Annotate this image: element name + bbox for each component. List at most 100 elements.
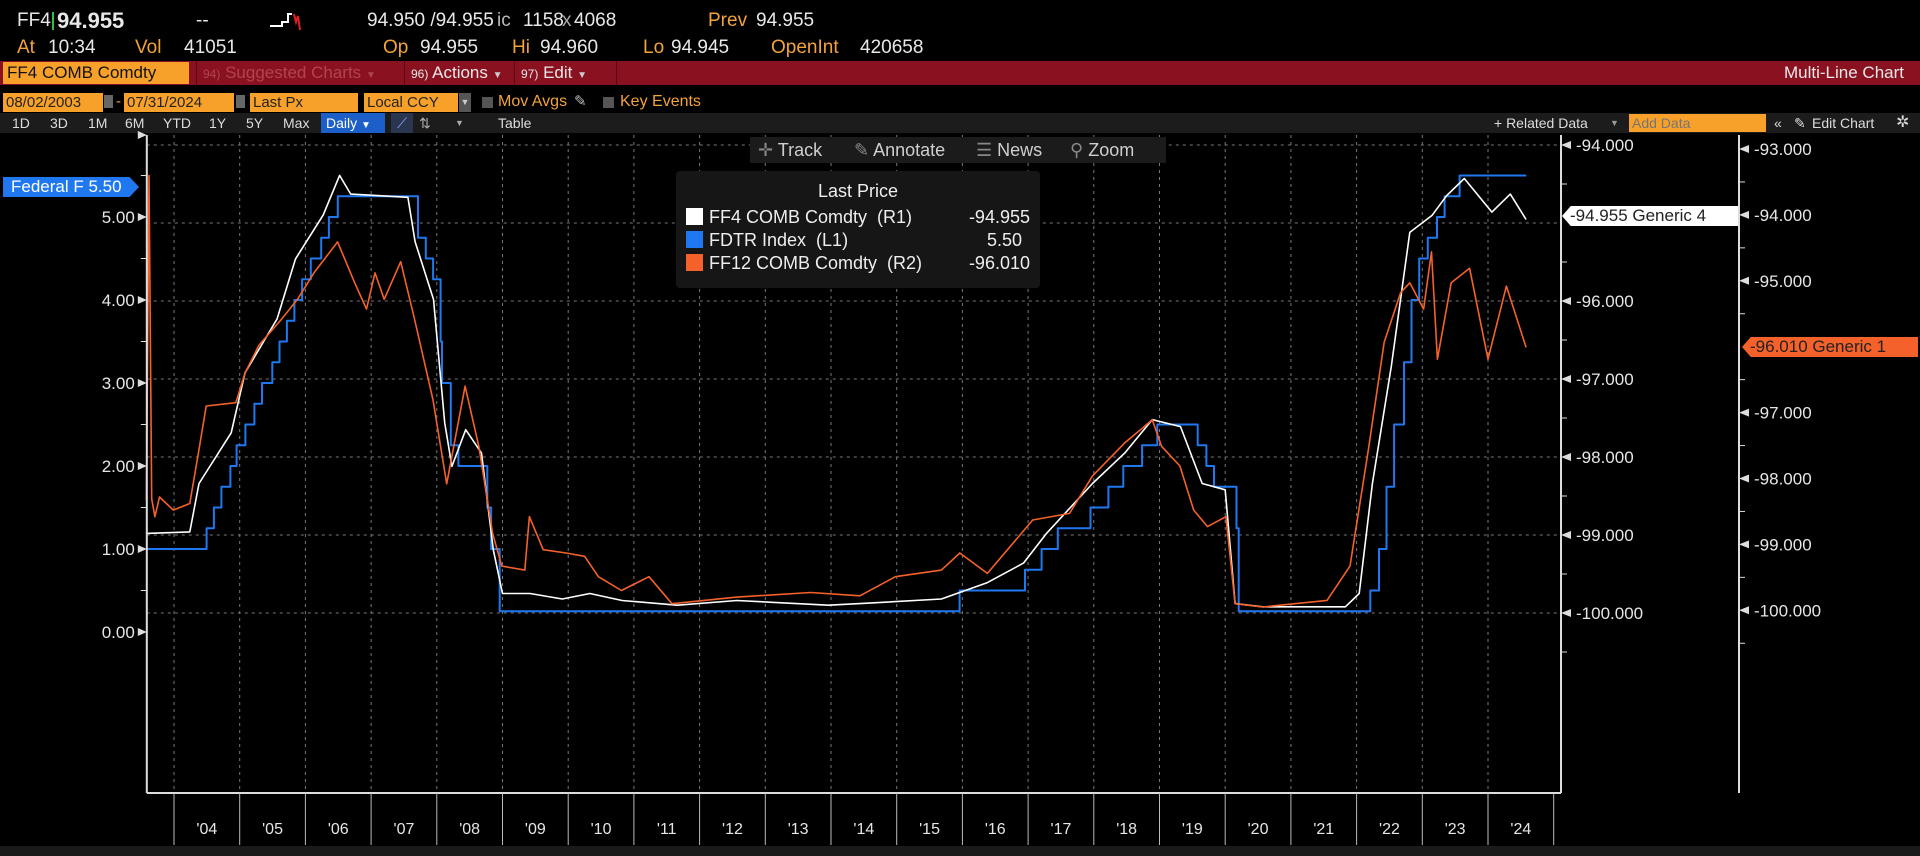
range-3d[interactable]: 3D [50,115,68,131]
sort-icon[interactable]: ⇅ [419,115,431,131]
end-date-input[interactable]: 07/31/2024 [124,93,234,112]
axis-r2-tick-label: -94.000 [1754,206,1812,225]
gear-icon[interactable]: ✲ [1896,114,1910,131]
legend-axis: (L1) [816,230,849,250]
collapse-icon[interactable]: « [1774,115,1782,131]
axis-r2-tick [1739,210,1749,219]
related-data-button[interactable]: + Related Data [1494,115,1588,131]
mov-avgs-checkbox[interactable] [482,97,493,108]
axis-r2-tick [1739,408,1749,417]
range-1y[interactable]: 1Y [209,115,227,131]
annotate-label: Annotate [873,140,946,160]
axis-x-tick-label: '18 [1116,821,1137,838]
axis-x-tick-label: '20 [1248,821,1269,838]
chart-type-title: Multi-Line Chart [1784,63,1904,82]
range-1d[interactable]: 1D [12,115,30,131]
suggested-charts-number: 94) [203,67,221,81]
zoom-button[interactable]: ⚲ Zoom [1062,137,1166,163]
range-6m[interactable]: 6M [125,115,145,131]
news-button[interactable]: ☰ News [968,137,1064,163]
axis-l1-tick [137,545,147,553]
axis-l1-tick [137,462,147,470]
axis-x-tick-label: '07 [394,821,415,838]
axis-x-tick-label: '06 [328,821,349,838]
high-value: 94.960 [540,37,599,58]
chart-legend: Last Price FF4 COMB Comdty (R1) -94.955 … [676,171,1040,288]
axis-r1-tick [1561,375,1571,383]
axis-r1-tick-label: -94.000 [1576,136,1634,155]
axis-x-tick-label: '22 [1379,821,1400,838]
range-5y[interactable]: 5Y [246,115,264,131]
add-data-input[interactable] [1629,114,1766,132]
currency-dropdown-icon[interactable]: ▼ [459,93,471,112]
legend-item-ff4[interactable]: FF4 COMB Comdty (R1) -94.955 [686,206,1030,228]
ask-size: 4068 [574,10,617,31]
axis-r2-tick [1739,474,1749,483]
range-1m[interactable]: 1M [88,115,108,131]
axis-r2-tick-label: -93.000 [1754,140,1812,159]
legend-item-fdtr[interactable]: FDTR Index (L1) 5.50 [686,229,1030,251]
axis-x-tick-label: '08 [459,821,480,838]
axis-r1-tick-label: -99.000 [1576,526,1634,545]
chevron-down-icon: ▼ [492,70,503,81]
axis-x-tick-label: '13 [788,821,809,838]
axis-r2-tick [1739,276,1749,285]
chevron-down-icon[interactable]: ▼ [455,118,464,128]
series-line-fdtr-index [146,174,1527,613]
axis-r2-tick [1739,145,1749,153]
axis-r2-tick [1739,540,1749,549]
magnifier-icon: ⚲ [1070,140,1084,160]
actions-number: 96) [411,67,429,81]
axis-l1-tick-label: 3.00 [102,374,135,393]
low-label: Lo [643,37,665,58]
size-separator: x [562,10,572,31]
actions-menu[interactable]: 96) Actions ▼ [404,61,515,85]
suggested-charts-menu[interactable]: 94) Suggested Charts ▼ [196,61,403,85]
axis-r2-tick-label: -97.000 [1754,404,1812,423]
start-date-input[interactable]: 08/02/2003 [3,93,103,112]
axis-x-tick-label: '17 [1051,821,1072,838]
calendar-icon[interactable] [236,95,245,108]
key-events-checkbox[interactable] [603,97,614,108]
period-select[interactable]: Daily ▼ [321,113,385,133]
range-max[interactable]: Max [283,115,310,131]
security-input[interactable]: FF4 COMB Comdty [3,62,189,84]
axis-x-tick-label: '23 [1445,821,1466,838]
open-interest-label: OpenInt [771,37,839,58]
suggested-charts-label: Suggested Charts [225,63,362,82]
legend-item-ff12[interactable]: FF12 COMB Comdty (R2) -96.010 [686,252,1030,274]
field-select[interactable]: Last Px [250,93,358,112]
track-button[interactable]: ✛ Track [750,137,848,163]
chart-toolbar [0,113,1920,133]
pencil-icon[interactable]: ✎ [574,93,587,110]
axis-r1-tick [1561,531,1571,539]
axis-x-tick-label: '24 [1510,821,1531,838]
axis-r2-tick-label: -100.000 [1754,601,1821,620]
currency-select[interactable]: Local CCY [364,93,458,112]
axes-group: 0.00 1.00 2.00 3.00 4.00 5.00 -94.000 -96.000 -9… [102,131,1821,845]
bottom-strip [0,846,1920,856]
annotate-button[interactable]: ✎ Annotate [846,137,970,163]
function-bar [0,61,1920,85]
axis-r1-tick-label: -100.000 [1576,604,1643,623]
legend-swatch [686,208,703,225]
line-chart-icon[interactable]: ⟋ [391,113,413,133]
series-line-ff4-comb-comdty [146,174,1527,608]
series-group [145,174,1527,613]
edit-chart-button[interactable]: Edit Chart [1812,115,1875,131]
axis-x-tick-label: '05 [262,821,283,838]
series-line-ff12-comb-comdty [145,174,1527,608]
axis-r2-tick-label: -99.000 [1754,535,1812,554]
table-button[interactable]: Table [498,115,532,131]
calendar-icon[interactable] [104,95,113,108]
legend-value: -94.955 [968,207,1030,227]
last-price: 94.955 [57,8,125,33]
time-label: At [17,37,35,58]
axis-x-tick-label: '10 [591,821,612,838]
edit-menu[interactable]: 97) Edit ▼ [514,61,617,85]
axis-x-tick-label: '14 [853,821,874,838]
legend-axis: (R1) [877,207,913,227]
range-ytd[interactable]: YTD [163,115,191,131]
chevron-down-icon[interactable]: ▼ [1610,118,1619,128]
